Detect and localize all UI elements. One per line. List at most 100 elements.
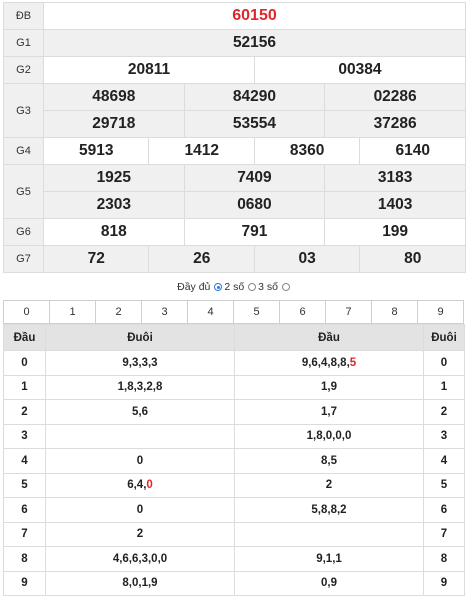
digit-filter-bar: 0 1 2 3 4 5 6 7 8 9 bbox=[3, 300, 464, 324]
number-list: 8,5 bbox=[321, 454, 337, 467]
row-dau-list: 9,1,1 bbox=[234, 546, 424, 572]
prize-value: 199 bbox=[324, 218, 466, 246]
prize-label: G3 bbox=[3, 83, 44, 138]
table-row: 5 6,4,0 2 5 bbox=[3, 472, 465, 498]
prize-value: 80 bbox=[359, 245, 466, 273]
option-two-radio[interactable] bbox=[248, 283, 257, 291]
number-list: 1,7 bbox=[321, 405, 337, 418]
prize-value: 72 bbox=[42, 245, 150, 273]
table-row: 1 1,8,3,2,8 1,9 1 bbox=[3, 374, 465, 400]
loto-table: Đầu Đuôi Đầu Đuôi 0 9,3,3,3 9,6,4,8,8,5 0 1 1… bbox=[3, 324, 465, 596]
table-row: 3 1,8,0,0,0 3 bbox=[3, 423, 465, 449]
row-duoi-list: 6,4,0 bbox=[45, 472, 235, 498]
prize-value: 48698 bbox=[43, 83, 185, 111]
loto-body: 0 9,3,3,3 9,6,4,8,8,5 0 1 1,8,3,2,8 1,9 1 2 5,6 1,… bbox=[3, 350, 465, 596]
prize-value: 6140 bbox=[359, 137, 466, 165]
number-list: 5,6 bbox=[132, 405, 148, 418]
digit-filter-1[interactable]: 1 bbox=[50, 301, 96, 323]
row-dau: 6 bbox=[3, 497, 46, 523]
header-duoi-list: Đuôi bbox=[45, 324, 235, 351]
row-duoi: 4 bbox=[423, 448, 465, 474]
prize-row-g5: G5 1925 7409 3183 bbox=[3, 164, 466, 219]
prize-row-g1: G1 52156 bbox=[3, 29, 466, 57]
number-list: 5,8,8,2 bbox=[311, 503, 347, 516]
prize-label: G2 bbox=[3, 56, 44, 84]
row-dau: 5 bbox=[3, 472, 46, 498]
digit-filter-8[interactable]: 8 bbox=[372, 301, 418, 323]
table-row: 8 4,6,6,3,0,0 9,1,1 8 bbox=[3, 546, 465, 572]
number-list: 1,9 bbox=[321, 381, 337, 394]
digit-filter-5[interactable]: 5 bbox=[234, 301, 280, 323]
prize-value: 1412 bbox=[148, 137, 255, 165]
prize-label: G4 bbox=[3, 137, 44, 165]
prize-value: 00384 bbox=[253, 56, 467, 84]
row-dau: 3 bbox=[3, 423, 46, 449]
digit-filter-9[interactable]: 9 bbox=[437, 306, 444, 318]
option-three-radio[interactable] bbox=[281, 283, 290, 291]
number-list: 0 bbox=[136, 503, 144, 516]
display-options: Đầy đủ 2 số 3 số bbox=[0, 280, 469, 294]
header-dau-list: Đầu bbox=[234, 324, 424, 351]
prize-value: 52156 bbox=[43, 29, 466, 57]
row-duoi-list: 1,8,3,2,8 bbox=[45, 374, 235, 400]
option-full-radio[interactable] bbox=[214, 283, 223, 291]
row-duoi: 3 bbox=[423, 423, 465, 449]
row-dau-list bbox=[234, 521, 424, 547]
highlight-number: 0 bbox=[146, 479, 153, 492]
digit-filter-3[interactable]: 3 bbox=[142, 301, 188, 323]
option-full-label: Đầy đủ bbox=[177, 281, 211, 293]
number-list: 4,6,6,3,0,0 bbox=[112, 552, 168, 565]
prize-value: 37286 bbox=[324, 110, 466, 138]
prize-value: 5913 bbox=[42, 137, 150, 165]
row-duoi-list: 9,3,3,3 bbox=[45, 350, 235, 376]
prize-row-g3b: 29718 53554 37286 bbox=[4, 110, 466, 138]
row-dau-list: 5,8,8,2 bbox=[234, 497, 424, 523]
table-row: 6 0 5,8,8,2 6 bbox=[3, 497, 465, 523]
row-duoi: 6 bbox=[423, 497, 465, 523]
digit-filter-6[interactable]: 6 bbox=[280, 301, 326, 323]
prize-value: 7409 bbox=[183, 164, 326, 192]
number-list: 6,4, bbox=[127, 479, 147, 492]
prize-value: 8360 bbox=[253, 137, 361, 165]
row-dau: 4 bbox=[3, 448, 46, 474]
prize-value: 84290 bbox=[183, 83, 326, 111]
option-three-label: 3 số bbox=[258, 281, 278, 293]
number-list: 1,8,3,2,8 bbox=[117, 381, 163, 394]
row-duoi: 0 bbox=[423, 350, 465, 376]
digit-filter-4[interactable]: 4 bbox=[188, 301, 234, 323]
prize-row-g5b: 2303 0680 1403 bbox=[4, 191, 466, 219]
prize-row-g6: G6 818 791 199 bbox=[3, 218, 466, 246]
number-list: 1,8,0,0,0 bbox=[306, 430, 352, 443]
prize-value: 26 bbox=[148, 245, 255, 273]
prize-value: 791 bbox=[183, 218, 326, 246]
lottery-results-table: ĐB 60150 G1 52156 G2 20811 00384 G3 4869… bbox=[3, 2, 467, 273]
prize-value: 29718 bbox=[43, 110, 185, 138]
number-list: 2 bbox=[136, 528, 144, 541]
prize-label: G7 bbox=[3, 245, 44, 273]
number-list: 9,6,4,8,8, bbox=[301, 356, 350, 369]
row-dau-list: 1,8,0,0,0 bbox=[234, 423, 424, 449]
row-duoi: 8 bbox=[423, 546, 465, 572]
digit-filter-7[interactable]: 7 bbox=[326, 301, 372, 323]
prize-label: ĐB bbox=[3, 2, 44, 30]
row-duoi-list bbox=[45, 423, 235, 449]
row-duoi: 1 bbox=[423, 374, 465, 400]
prize-row-g4: G4 5913 1412 8360 6140 bbox=[3, 137, 466, 165]
table-row: 9 8,0,1,9 0,9 9 bbox=[3, 570, 465, 596]
row-dau: 0 bbox=[3, 350, 46, 376]
row-dau: 8 bbox=[3, 546, 46, 572]
row-dau-list: 0,9 bbox=[234, 570, 424, 596]
highlight-number: 5 bbox=[349, 356, 357, 369]
row-duoi-list: 2 bbox=[45, 521, 235, 547]
number-list: 9,3,3,3 bbox=[122, 356, 158, 369]
prize-value: 0680 bbox=[183, 191, 326, 219]
option-two-label: 2 số bbox=[224, 281, 245, 293]
row-dau-list: 1,9 bbox=[234, 374, 424, 400]
row-duoi: 5 bbox=[423, 472, 465, 498]
row-duoi-list: 8,0,1,9 bbox=[45, 570, 235, 596]
header-dau: Đầu bbox=[3, 324, 46, 351]
table-row: 0 9,3,3,3 9,6,4,8,8,5 0 bbox=[3, 350, 465, 376]
prize-row-g7: G7 72 26 03 80 bbox=[3, 245, 466, 273]
digit-filter-2[interactable]: 2 bbox=[96, 301, 142, 323]
digit-filter-0[interactable]: 0 bbox=[4, 301, 50, 323]
